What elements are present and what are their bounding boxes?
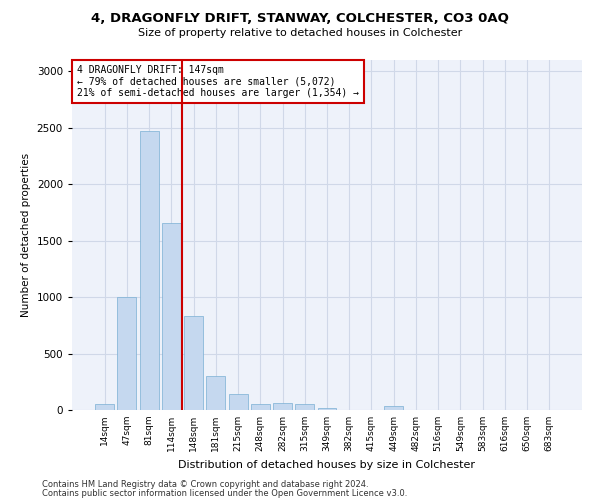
Bar — [95, 404, 114, 410]
Bar — [317, 408, 337, 410]
Text: 4, DRAGONFLY DRIFT, STANWAY, COLCHESTER, CO3 0AQ: 4, DRAGONFLY DRIFT, STANWAY, COLCHESTER,… — [91, 12, 509, 26]
Bar — [162, 223, 181, 410]
Bar — [206, 376, 225, 410]
X-axis label: Distribution of detached houses by size in Colchester: Distribution of detached houses by size … — [179, 460, 476, 469]
Text: Contains public sector information licensed under the Open Government Licence v3: Contains public sector information licen… — [42, 488, 407, 498]
Bar — [140, 131, 158, 410]
Text: Size of property relative to detached houses in Colchester: Size of property relative to detached ho… — [138, 28, 462, 38]
Text: 4 DRAGONFLY DRIFT: 147sqm
← 79% of detached houses are smaller (5,072)
21% of se: 4 DRAGONFLY DRIFT: 147sqm ← 79% of detac… — [77, 66, 359, 98]
Y-axis label: Number of detached properties: Number of detached properties — [21, 153, 31, 317]
Bar — [384, 406, 403, 410]
Text: Contains HM Land Registry data © Crown copyright and database right 2024.: Contains HM Land Registry data © Crown c… — [42, 480, 368, 489]
Bar — [295, 404, 314, 410]
Bar — [229, 394, 248, 410]
Bar — [251, 404, 270, 410]
Bar — [273, 403, 292, 410]
Bar — [184, 316, 203, 410]
Bar — [118, 297, 136, 410]
